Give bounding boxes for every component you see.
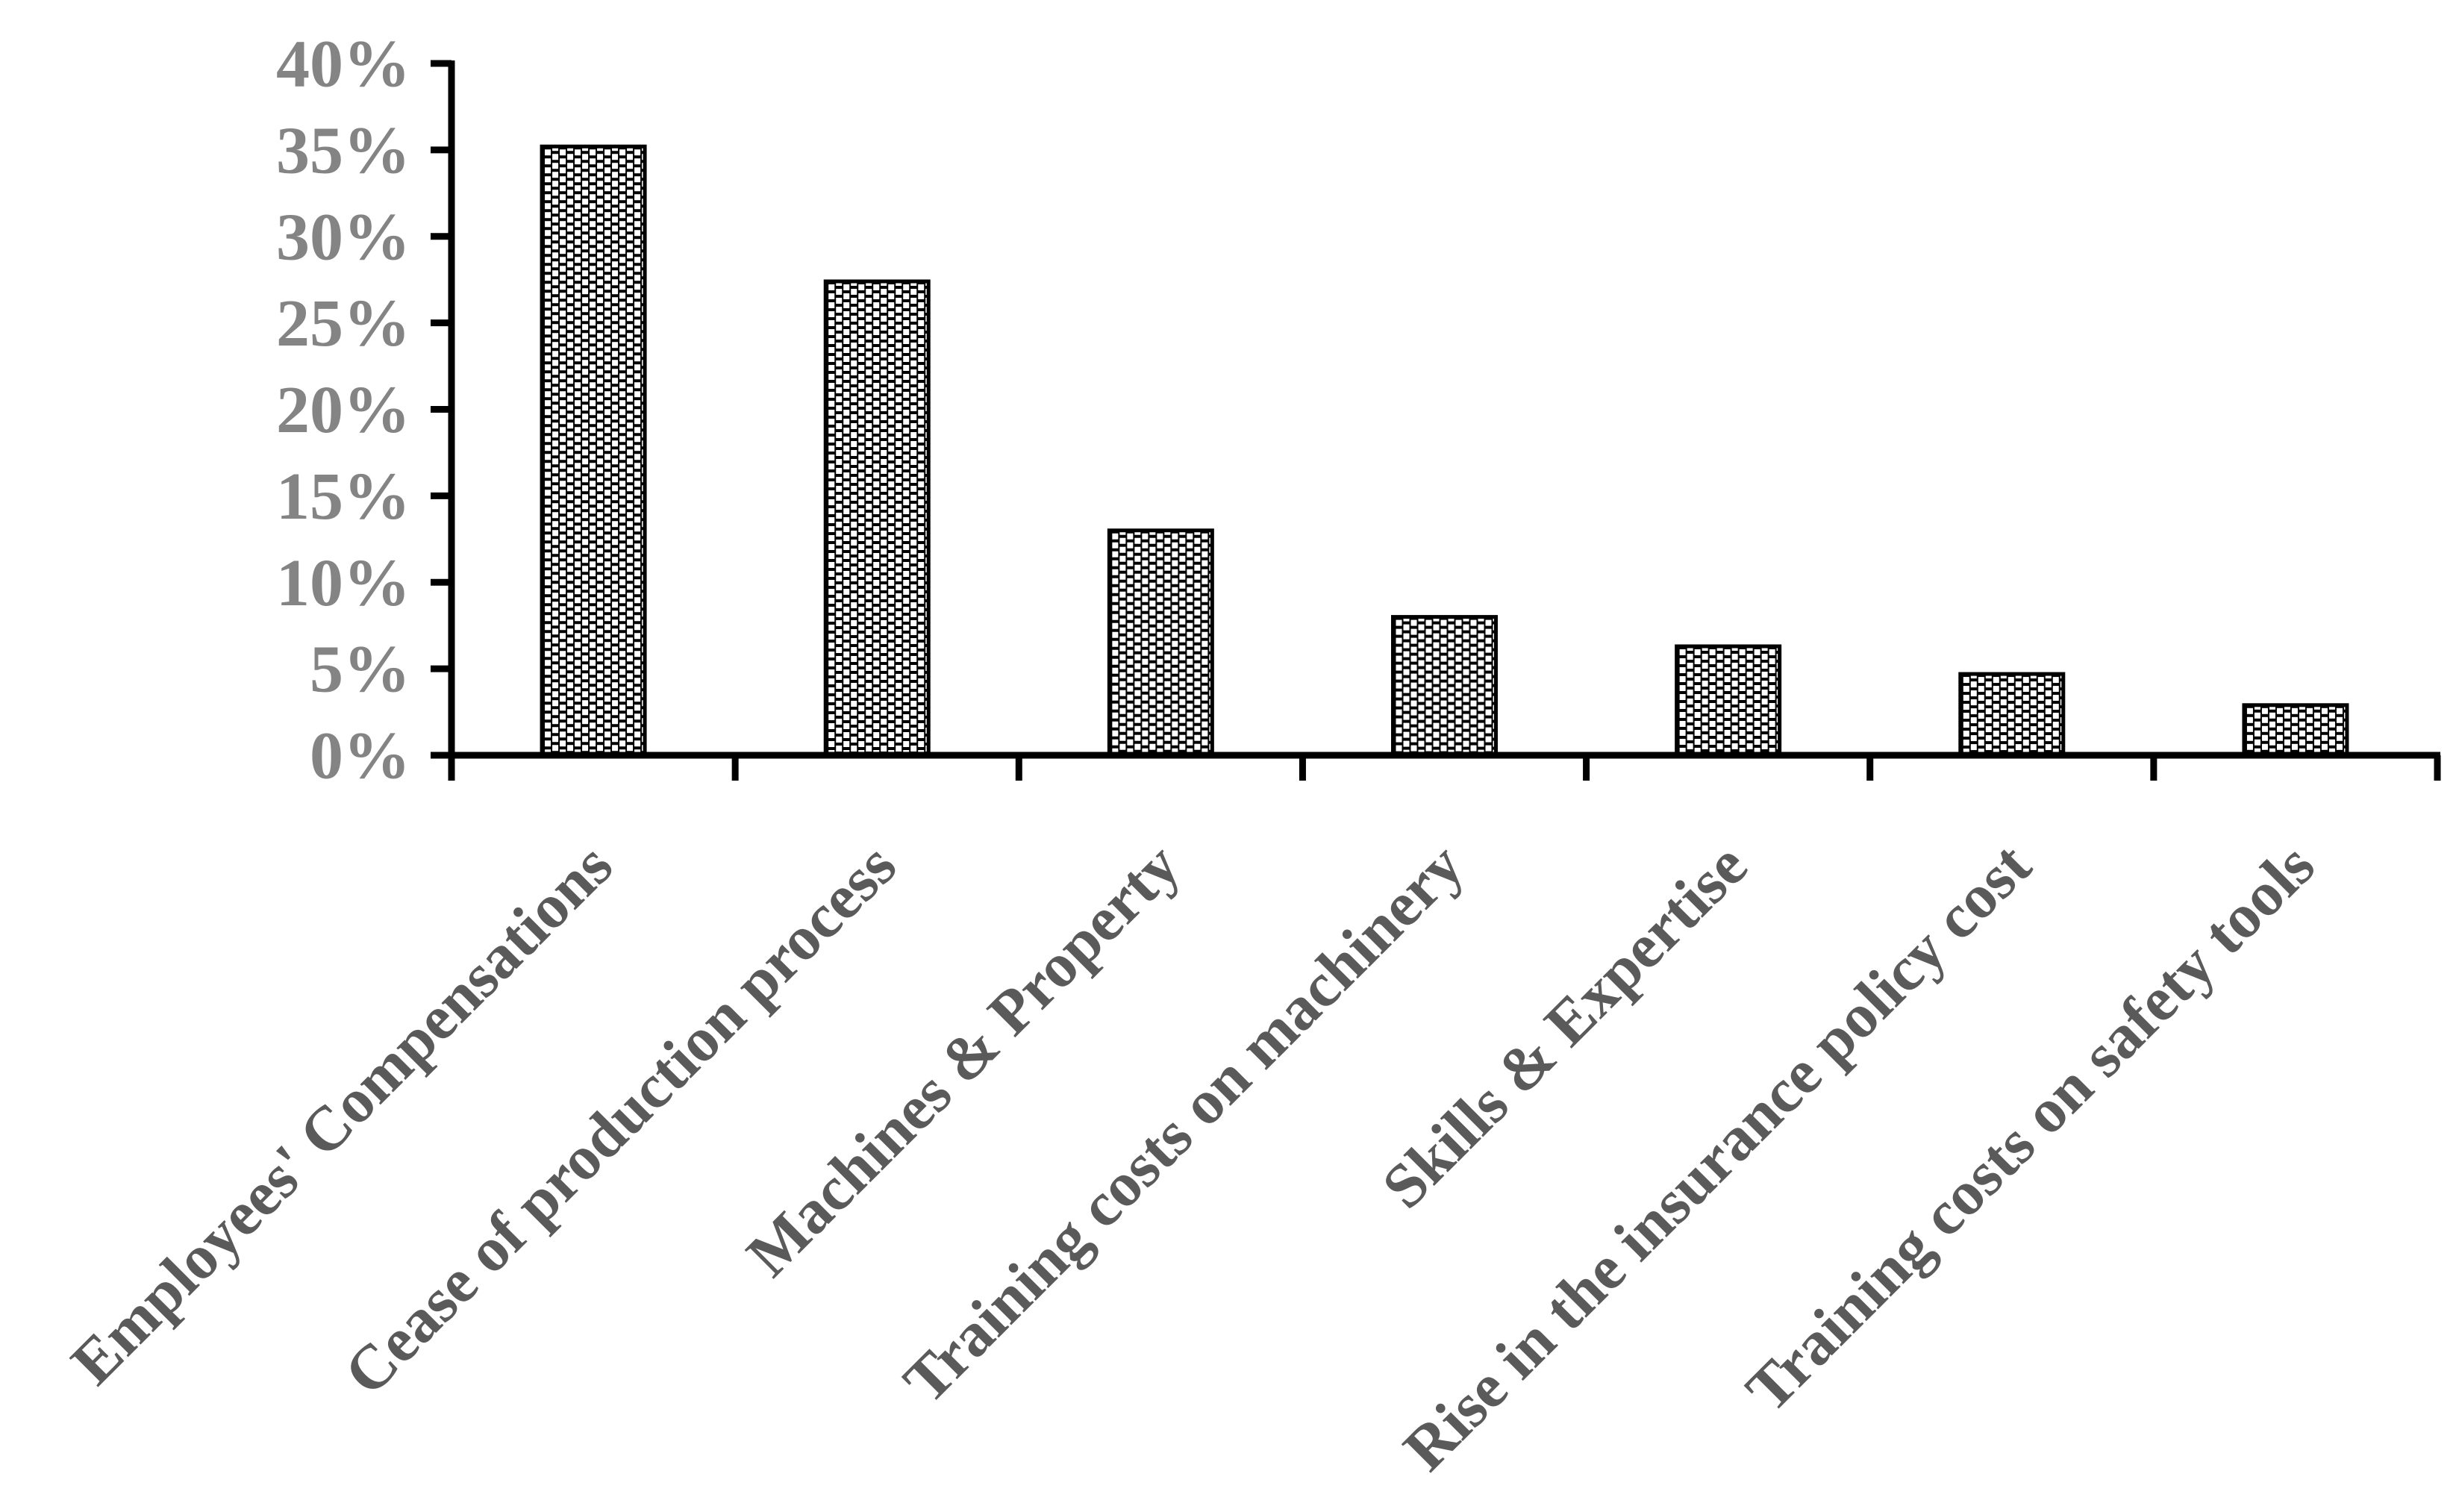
bar [1675, 644, 1782, 757]
y-tick-label: 25% [276, 287, 410, 360]
y-tick-label: 35% [276, 113, 410, 187]
y-tick-label: 40% [276, 28, 410, 101]
bars-layer [540, 144, 2349, 757]
category-label: Cease of production process [331, 831, 910, 1409]
category-label: Employees' Compensations [58, 831, 625, 1398]
y-tick-label: 0% [310, 719, 410, 793]
bar [540, 144, 647, 757]
category-label: Rise in the insurance policy cost [1390, 831, 2044, 1484]
category-label: Training costs on safety tools [1733, 831, 2328, 1425]
y-tick-label: 20% [276, 373, 410, 447]
y-tick-label: 30% [276, 200, 410, 274]
axes-layer [431, 60, 2441, 781]
category-label: Training costs on machinery [890, 831, 1477, 1417]
bar [1107, 528, 1214, 757]
bar [2242, 703, 2349, 757]
bar [1958, 672, 2066, 757]
bar [1391, 615, 1498, 757]
y-tick-label: 15% [276, 460, 410, 534]
y-tick-label: 5% [310, 633, 410, 707]
y-tick-label: 10% [276, 546, 410, 620]
bar [823, 279, 931, 757]
